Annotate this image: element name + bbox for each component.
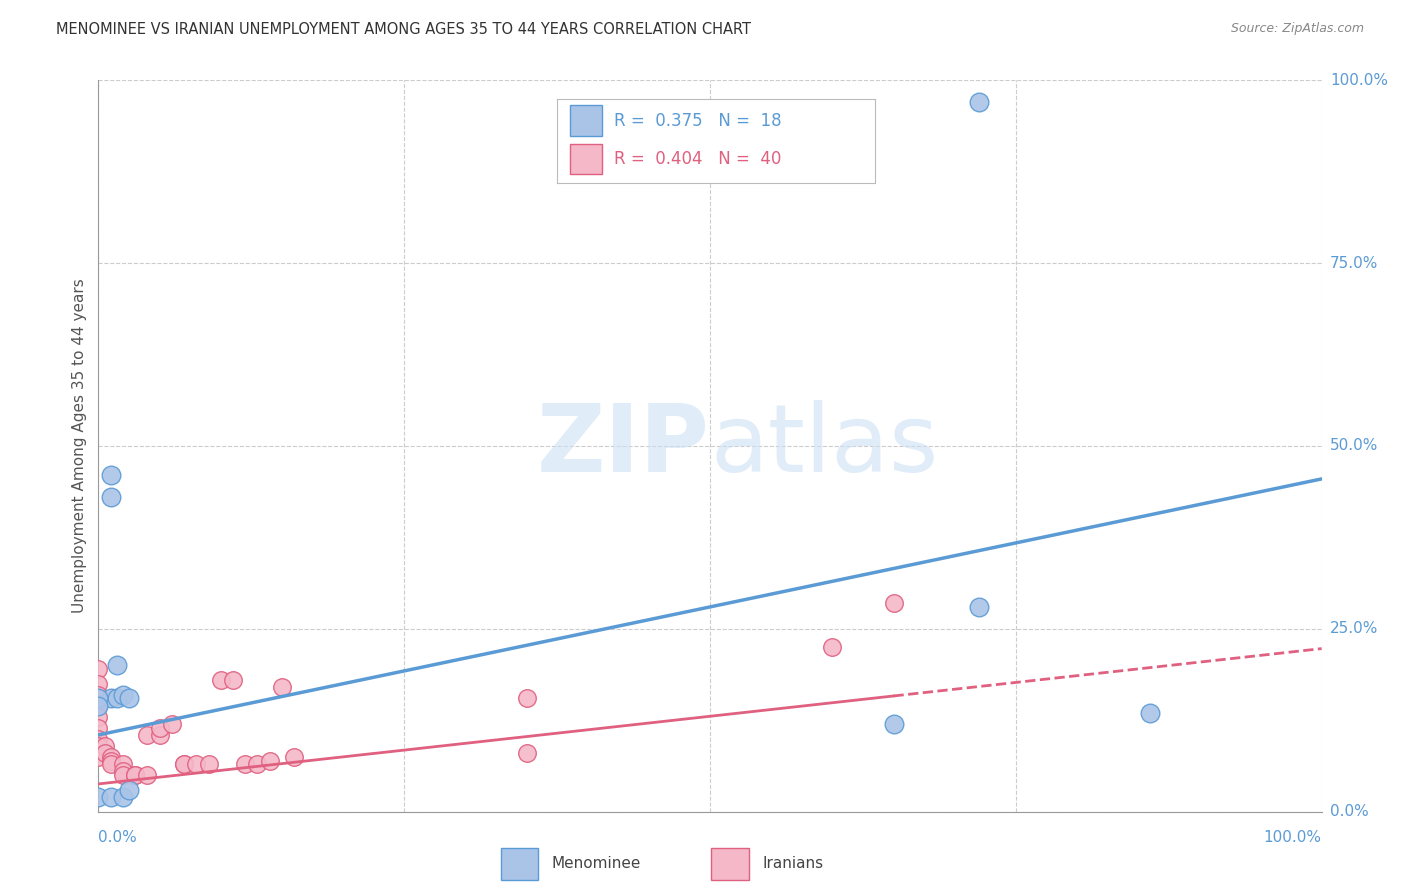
Y-axis label: Unemployment Among Ages 35 to 44 years: Unemployment Among Ages 35 to 44 years (72, 278, 87, 614)
Point (270, 681, 294, 695)
Point (87, 662, 110, 676)
Point (100, 790, 122, 805)
Text: 50.0%: 50.0% (1330, 439, 1378, 453)
Text: 0.0%: 0.0% (1330, 805, 1368, 819)
Point (124, 768, 146, 782)
Point (1139, 706, 1161, 720)
Bar (711, 848, 749, 880)
Bar (569, 105, 602, 136)
Point (87, 731, 110, 746)
Point (283, 749, 305, 764)
Point (515, 746, 537, 760)
Point (118, 782, 141, 797)
Point (87, 739, 110, 753)
Text: 0.0%: 0.0% (98, 830, 138, 845)
Point (111, 768, 134, 782)
Point (259, 754, 281, 768)
Text: Iranians: Iranians (762, 855, 823, 871)
Text: ZIP: ZIP (537, 400, 710, 492)
Text: Menominee: Menominee (551, 855, 641, 871)
Point (967, 95, 990, 110)
Point (883, 596, 905, 610)
Text: 75.0%: 75.0% (1330, 256, 1378, 270)
Point (111, 757, 134, 772)
Bar (569, 144, 602, 174)
Point (222, 673, 245, 687)
Point (93, 739, 115, 753)
Text: 25.0%: 25.0% (1330, 622, 1378, 636)
Point (515, 691, 537, 706)
Point (233, 757, 256, 772)
Point (93, 746, 115, 760)
Point (100, 749, 122, 764)
Point (87, 709, 110, 723)
Text: MENOMINEE VS IRANIAN UNEMPLOYMENT AMONG AGES 35 TO 44 YEARS CORRELATION CHART: MENOMINEE VS IRANIAN UNEMPLOYMENT AMONG … (56, 22, 751, 37)
Point (967, 599, 990, 614)
Point (100, 490, 122, 504)
Point (118, 691, 141, 706)
Point (197, 757, 219, 772)
Point (160, 717, 183, 731)
Point (87, 698, 110, 713)
Point (87, 691, 110, 706)
Point (87, 688, 110, 702)
Point (883, 717, 905, 731)
Point (111, 764, 134, 779)
Text: R =  0.375   N =  18: R = 0.375 N = 18 (614, 112, 782, 130)
Point (105, 691, 128, 706)
Point (87, 790, 110, 805)
Point (100, 468, 122, 483)
Point (209, 673, 232, 687)
Bar (501, 848, 538, 880)
Point (149, 728, 172, 742)
Point (186, 757, 208, 772)
Point (149, 721, 172, 735)
Text: 100.0%: 100.0% (1264, 830, 1322, 845)
Point (136, 768, 159, 782)
Point (87, 721, 110, 735)
Text: atlas: atlas (710, 400, 938, 492)
Point (124, 768, 146, 782)
Point (100, 757, 122, 772)
Point (111, 790, 134, 805)
Text: R =  0.404   N =  40: R = 0.404 N = 40 (614, 150, 782, 168)
Point (87, 676, 110, 690)
Point (246, 757, 269, 772)
Text: 100.0%: 100.0% (1330, 73, 1388, 87)
Text: Source: ZipAtlas.com: Source: ZipAtlas.com (1230, 22, 1364, 36)
Point (100, 754, 122, 768)
Point (173, 757, 195, 772)
Point (105, 658, 128, 673)
Point (87, 691, 110, 706)
Point (87, 749, 110, 764)
Point (821, 640, 844, 655)
Point (136, 728, 159, 742)
Point (173, 757, 195, 772)
Point (87, 698, 110, 713)
Point (100, 691, 122, 706)
Point (111, 688, 134, 702)
